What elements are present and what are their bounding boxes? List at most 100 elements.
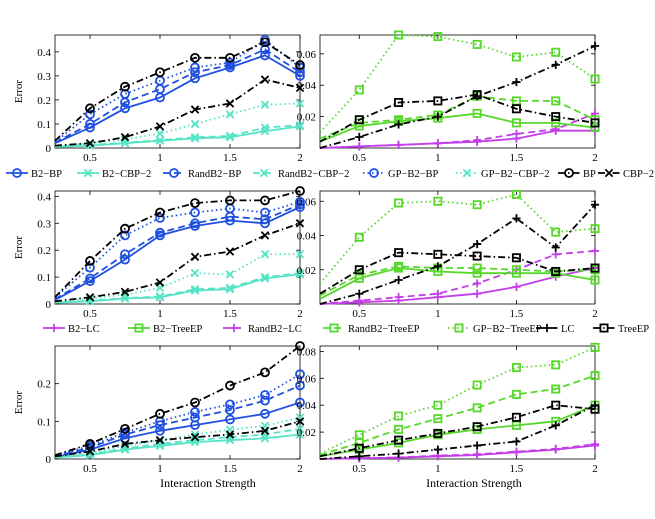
series-line xyxy=(319,346,596,455)
x-tick-label: 0.5 xyxy=(352,308,366,320)
data-point xyxy=(260,75,270,84)
data-point xyxy=(85,439,95,449)
y-tick-label: 0.1 xyxy=(37,416,51,428)
data-point xyxy=(472,422,482,432)
x-tick-label: 1 xyxy=(435,152,441,164)
x-tick-label: 0.5 xyxy=(83,152,97,164)
legend-entry-B2-BP: B2−BP xyxy=(6,168,62,180)
x-tick-label: 2 xyxy=(592,152,598,164)
x-tick-label: 1.5 xyxy=(510,152,524,164)
data-point xyxy=(225,131,235,141)
legend-blue-black: B2−BP B2−CBP−2 RandB2−BP RandB2−CBP−2 GP−B2−… xyxy=(6,168,654,180)
data-point xyxy=(354,430,364,440)
x-tick-label: 0.5 xyxy=(83,308,97,320)
series-line xyxy=(54,203,301,300)
data-point xyxy=(120,423,130,434)
panel-row3-left: 0.5 1 1.5 2 0 0.1 0.2 Error xyxy=(13,341,305,475)
legend-label: GP−B2−TreeEP xyxy=(473,324,542,335)
data-point xyxy=(260,367,270,378)
data-point xyxy=(85,293,95,302)
series-line xyxy=(319,93,596,143)
data-point xyxy=(551,118,561,128)
y-tick-label: 0.04 xyxy=(297,80,317,92)
data-point xyxy=(511,389,521,399)
data-point xyxy=(511,253,521,263)
data-point xyxy=(511,118,521,128)
data-point xyxy=(511,52,521,62)
legend-marker xyxy=(454,323,464,333)
y-tick-label: 0.04 xyxy=(297,400,317,412)
data-point xyxy=(190,105,200,114)
y-tick-label: 0.04 xyxy=(297,231,317,243)
data-point xyxy=(512,437,521,446)
series-line xyxy=(54,206,301,301)
legend-label: GP−B2−BP xyxy=(388,169,439,180)
legend-entry-BP: BP xyxy=(558,168,596,180)
data-point xyxy=(295,270,305,279)
x-tick-label: 2 xyxy=(592,463,598,475)
data-point xyxy=(190,119,200,129)
y-tick-label: 0.4 xyxy=(37,47,51,59)
axes-box xyxy=(319,345,596,460)
series-line xyxy=(54,420,301,458)
data-point xyxy=(551,266,561,276)
y-tick-label: 0.3 xyxy=(37,218,51,230)
data-point xyxy=(260,37,270,48)
data-point xyxy=(473,450,482,459)
data-point xyxy=(394,198,404,208)
data-point xyxy=(155,435,165,445)
legend-label: RandB2−BP xyxy=(188,169,241,180)
x-tick-label: 1 xyxy=(435,463,441,475)
data-point xyxy=(190,207,200,218)
data-point xyxy=(225,247,235,256)
data-point xyxy=(590,200,600,209)
data-point xyxy=(511,412,521,422)
data-point xyxy=(85,103,95,114)
series-TreeEP xyxy=(319,400,600,458)
data-point xyxy=(473,289,482,298)
data-point xyxy=(120,254,130,265)
data-point xyxy=(433,262,442,271)
series-CBP-2 xyxy=(54,417,305,458)
data-point xyxy=(225,380,235,391)
data-point xyxy=(295,341,305,351)
data-point xyxy=(394,411,404,421)
y-tick-label: 0.4 xyxy=(37,191,51,203)
legend-marker xyxy=(329,323,339,333)
series-line xyxy=(54,54,301,145)
series-line xyxy=(54,38,301,143)
data-point xyxy=(295,60,305,70)
data-point xyxy=(590,263,600,273)
legend-marker xyxy=(83,168,93,178)
data-point xyxy=(473,136,482,145)
legend-label: RandB2−TreeEP xyxy=(348,324,420,335)
series-line xyxy=(319,374,596,456)
data-point xyxy=(85,294,95,303)
data-point xyxy=(590,224,600,234)
data-point xyxy=(190,397,200,408)
data-point xyxy=(260,395,270,406)
legend-entry-GP-B2-TreeEP: GP−B2−TreeEP xyxy=(448,323,542,335)
data-point xyxy=(511,189,521,199)
data-point xyxy=(295,369,305,380)
data-point xyxy=(433,196,443,206)
data-point xyxy=(260,408,270,419)
data-point xyxy=(511,104,521,114)
series-RandB2-BP xyxy=(54,380,305,458)
series-line xyxy=(54,428,301,459)
data-point xyxy=(155,408,165,419)
legend-marker xyxy=(229,323,239,333)
data-point xyxy=(473,239,482,249)
series-line xyxy=(319,129,595,149)
y-tick-label: 0.08 xyxy=(297,346,317,358)
data-point xyxy=(394,97,404,107)
x-tick-label: 1 xyxy=(435,308,441,320)
data-point xyxy=(155,84,165,94)
data-point xyxy=(225,414,235,425)
data-point xyxy=(120,81,130,92)
series-RandB2-TreeEP xyxy=(319,371,600,456)
x-tick-label: 1.5 xyxy=(510,308,524,320)
data-point xyxy=(190,268,200,278)
series-TreeEP xyxy=(319,248,600,295)
legend-marker xyxy=(542,323,552,333)
